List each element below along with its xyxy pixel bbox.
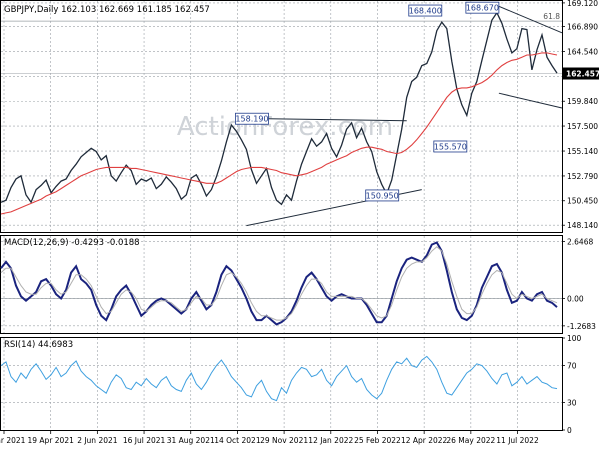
trendline xyxy=(498,92,563,109)
price-y-tick-label: 166.890 xyxy=(567,23,598,32)
x-tick-label: 31 Aug 2021 xyxy=(167,436,215,445)
annotation-label: 150.950 xyxy=(366,191,399,200)
annotation-label: 158.190 xyxy=(235,115,268,124)
rsi-line xyxy=(0,355,558,402)
x-tick-label: 29 Nov 2021 xyxy=(260,436,308,445)
price-y-tick-label: 152.790 xyxy=(567,172,598,181)
trendline xyxy=(498,5,563,34)
moving-average-line xyxy=(0,52,558,215)
annotation-label: 168.400 xyxy=(409,7,442,16)
rsi-panel-frame xyxy=(0,337,563,431)
annotation-box xyxy=(365,189,400,202)
annotation-label: 168.670 xyxy=(466,4,499,13)
x-tick-label: 2 Jun 2021 xyxy=(77,436,118,445)
macd-header: MACD(12,26,9) -0.4293 -0.0188 xyxy=(4,238,140,248)
x-tick-label: 11 Jul 2022 xyxy=(496,436,539,445)
rsi-y-tick-label: 0 xyxy=(567,426,572,435)
price-y-tick-label: 148.140 xyxy=(567,221,598,230)
rsi-y-tick-label: 70 xyxy=(567,362,577,371)
macd-y-tick-label: 0.00 xyxy=(567,295,584,304)
rsi-header: RSI(14) 44.6983 xyxy=(4,340,73,350)
annotation-box xyxy=(465,1,500,14)
annotation-box xyxy=(433,140,468,153)
x-tick-label: 12 Jan 2022 xyxy=(308,436,353,445)
trendline xyxy=(268,118,407,122)
price-header: GBPJPY,Daily 162.103 162.669 161.185 162… xyxy=(4,5,210,15)
price-series-line xyxy=(0,11,558,206)
annotation-box xyxy=(408,4,443,17)
watermark: ActionForex.com xyxy=(177,112,393,142)
x-tick-label: 19 Apr 2021 xyxy=(28,436,75,445)
price-y-tick-label: 169.120 xyxy=(567,0,598,8)
rsi-y-tick-label: 30 xyxy=(567,398,577,407)
fib-level-label: 61.8 xyxy=(543,12,560,21)
x-tick-label: 12 Apr 2022 xyxy=(401,436,448,445)
x-tick-label: 25 Feb 2022 xyxy=(354,436,401,445)
macd-panel-frame xyxy=(0,235,563,334)
price-panel-frame xyxy=(0,0,563,233)
price-y-tick-label: 155.140 xyxy=(567,147,598,156)
x-tick-label: 26 May 2022 xyxy=(446,436,495,445)
last-price-label: 162.457 xyxy=(566,70,600,79)
macd-signal-line xyxy=(0,246,558,321)
x-tick-label: 4 Mar 2021 xyxy=(0,436,26,445)
annotation-box xyxy=(235,112,269,125)
price-y-tick-label: 164.540 xyxy=(567,47,598,56)
x-tick-label: 16 Jul 2021 xyxy=(123,436,166,445)
annotation-label: 155.570 xyxy=(434,142,467,151)
price-y-tick-label: 150.450 xyxy=(567,197,598,206)
last-price-tag xyxy=(563,67,599,80)
macd-y-tick-label: 2.6468 xyxy=(567,237,593,246)
macd-line xyxy=(0,241,558,326)
price-y-tick-label: 159.840 xyxy=(567,97,598,106)
rsi-y-tick-label: 100 xyxy=(567,334,582,343)
price-y-tick-label: 157.500 xyxy=(567,122,598,131)
x-tick-label: 14 Oct 2021 xyxy=(214,436,261,445)
macd-y-tick-label: -1.2683 xyxy=(567,322,596,331)
